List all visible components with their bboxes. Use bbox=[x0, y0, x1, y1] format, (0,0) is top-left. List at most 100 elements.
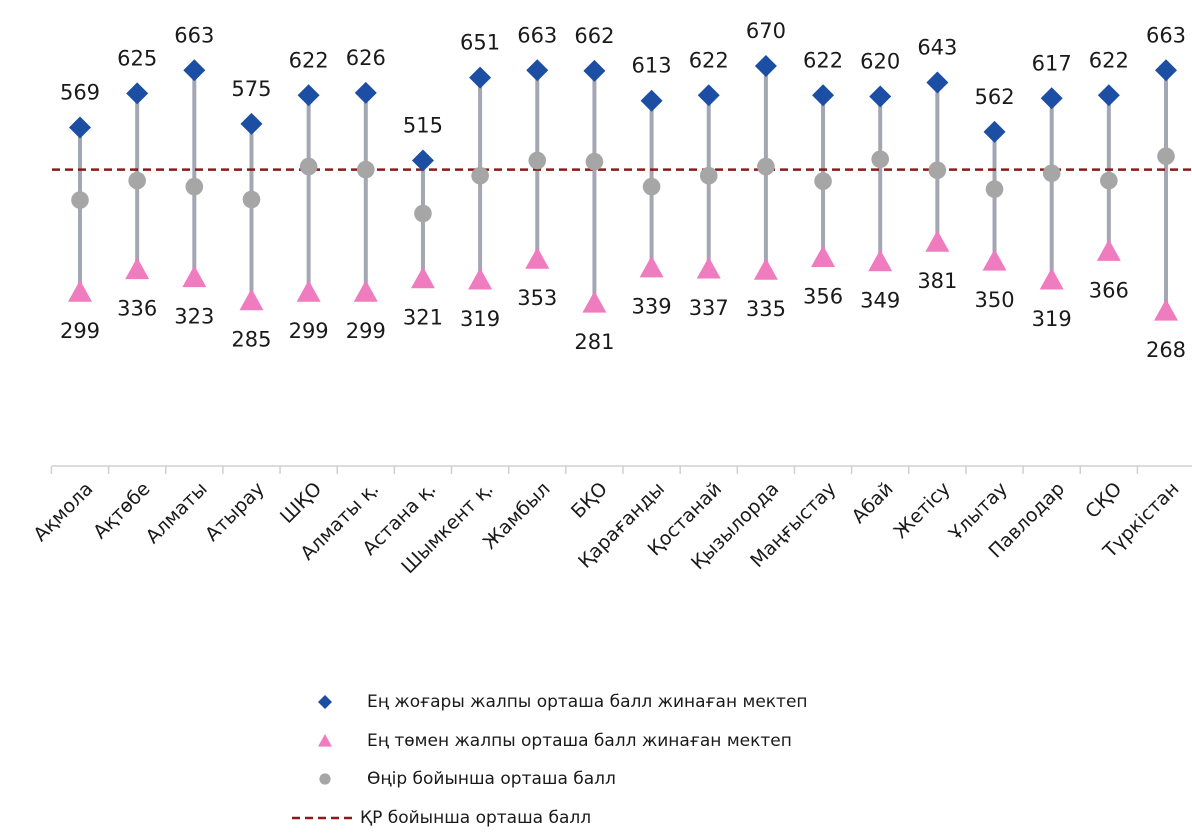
circle-marker bbox=[356, 160, 375, 179]
triangle-marker bbox=[68, 280, 92, 302]
data-label: 299 bbox=[346, 319, 386, 343]
legend-marker bbox=[318, 734, 332, 747]
data-label: 663 bbox=[174, 23, 214, 47]
diamond-marker bbox=[240, 112, 263, 135]
diamond-marker bbox=[983, 120, 1006, 143]
data-label: 381 bbox=[917, 269, 957, 293]
diamond-marker bbox=[469, 66, 492, 89]
triangle-marker bbox=[410, 266, 435, 289]
diamond-marker bbox=[869, 85, 892, 108]
legend-marker bbox=[319, 773, 331, 785]
circle-marker bbox=[528, 151, 547, 170]
circle-marker bbox=[1042, 164, 1061, 183]
data-label: 617 bbox=[1032, 51, 1072, 75]
data-label: 339 bbox=[632, 295, 672, 319]
circle-marker bbox=[414, 204, 432, 223]
triangle-marker bbox=[753, 258, 778, 280]
circle-marker bbox=[242, 190, 261, 209]
triangle-marker bbox=[182, 265, 207, 288]
diamond-marker bbox=[411, 149, 434, 172]
data-label: 562 bbox=[974, 85, 1014, 109]
data-label: 663 bbox=[517, 23, 557, 47]
diamond-marker bbox=[526, 59, 549, 82]
x-tick-label: Алматы bbox=[142, 478, 212, 548]
data-label: 349 bbox=[860, 289, 900, 313]
x-tick-label: Жетісу bbox=[890, 478, 955, 543]
diamond-marker bbox=[812, 84, 835, 107]
triangle-marker bbox=[239, 288, 264, 311]
data-label: 670 bbox=[746, 19, 786, 43]
data-label: 299 bbox=[289, 319, 329, 343]
circle-marker bbox=[128, 171, 146, 190]
data-label: 366 bbox=[1089, 278, 1129, 302]
data-label: 319 bbox=[460, 307, 500, 331]
diamond-marker bbox=[69, 116, 91, 139]
data-label: 622 bbox=[1089, 48, 1129, 72]
data-label: 350 bbox=[974, 288, 1014, 312]
data-label: 663 bbox=[1146, 23, 1186, 47]
diamond-marker bbox=[1040, 87, 1063, 110]
triangle-marker bbox=[925, 230, 950, 252]
data-label: 299 bbox=[60, 319, 100, 343]
circle-marker bbox=[871, 150, 890, 169]
legend-label: Өңір бойынша орташа балл bbox=[367, 769, 616, 789]
circle-marker bbox=[1157, 147, 1175, 165]
data-label: 613 bbox=[632, 54, 672, 78]
diamond-marker bbox=[697, 84, 720, 107]
circle-marker bbox=[699, 166, 718, 185]
data-label: 622 bbox=[803, 48, 843, 72]
x-tick-label: ШҚО bbox=[276, 478, 326, 528]
legend-label: Ең төмен жалпы орташа балл жинаған мекте… bbox=[367, 731, 792, 751]
data-label: 335 bbox=[746, 297, 786, 321]
circle-marker bbox=[1100, 171, 1118, 190]
data-label: 353 bbox=[517, 286, 557, 310]
data-label: 625 bbox=[117, 46, 157, 70]
diamond-marker bbox=[583, 59, 606, 82]
triangle-marker bbox=[868, 249, 893, 272]
triangle-marker bbox=[353, 280, 378, 302]
circle-marker bbox=[642, 177, 661, 196]
diamond-marker bbox=[754, 55, 777, 77]
circle-marker bbox=[585, 152, 604, 171]
diamond-marker bbox=[926, 71, 949, 94]
data-label: 323 bbox=[174, 304, 214, 328]
legend-marker bbox=[318, 695, 332, 709]
data-label: 620 bbox=[860, 49, 900, 73]
data-label: 626 bbox=[346, 46, 386, 70]
diamond-marker bbox=[1097, 84, 1120, 107]
triangle-marker bbox=[582, 291, 607, 313]
data-label: 321 bbox=[403, 306, 443, 330]
triangle-marker bbox=[296, 280, 321, 302]
circle-marker bbox=[757, 157, 775, 176]
circle-marker bbox=[471, 166, 489, 185]
diamond-marker bbox=[297, 84, 320, 107]
circle-marker bbox=[185, 177, 204, 196]
data-label: 337 bbox=[689, 296, 729, 320]
data-label: 643 bbox=[917, 35, 957, 59]
data-label: 515 bbox=[403, 113, 443, 137]
circle-marker bbox=[71, 191, 89, 209]
triangle-marker bbox=[525, 247, 550, 269]
triangle-marker bbox=[125, 257, 150, 280]
data-label: 622 bbox=[689, 48, 729, 72]
triangle-marker bbox=[982, 249, 1007, 271]
legend-label: Ең жоғары жалпы орташа балл жинаған мект… bbox=[367, 692, 808, 712]
triangle-marker bbox=[468, 267, 493, 290]
diamond-marker bbox=[640, 89, 663, 112]
diamond-marker bbox=[183, 59, 206, 82]
diamond-marker bbox=[126, 82, 149, 105]
x-tick-label: БҚО bbox=[567, 478, 612, 523]
data-label: 336 bbox=[117, 297, 157, 321]
data-label: 281 bbox=[574, 330, 614, 354]
circle-marker bbox=[814, 172, 832, 190]
data-label: 622 bbox=[289, 48, 329, 72]
data-label: 356 bbox=[803, 284, 843, 308]
diamond-marker bbox=[1155, 59, 1177, 82]
circle-marker bbox=[985, 180, 1004, 198]
data-label: 575 bbox=[231, 77, 271, 101]
triangle-marker bbox=[1154, 299, 1178, 321]
data-label: 319 bbox=[1032, 307, 1072, 331]
circle-marker bbox=[299, 157, 318, 176]
x-tick-label: СҚО bbox=[1081, 478, 1126, 523]
